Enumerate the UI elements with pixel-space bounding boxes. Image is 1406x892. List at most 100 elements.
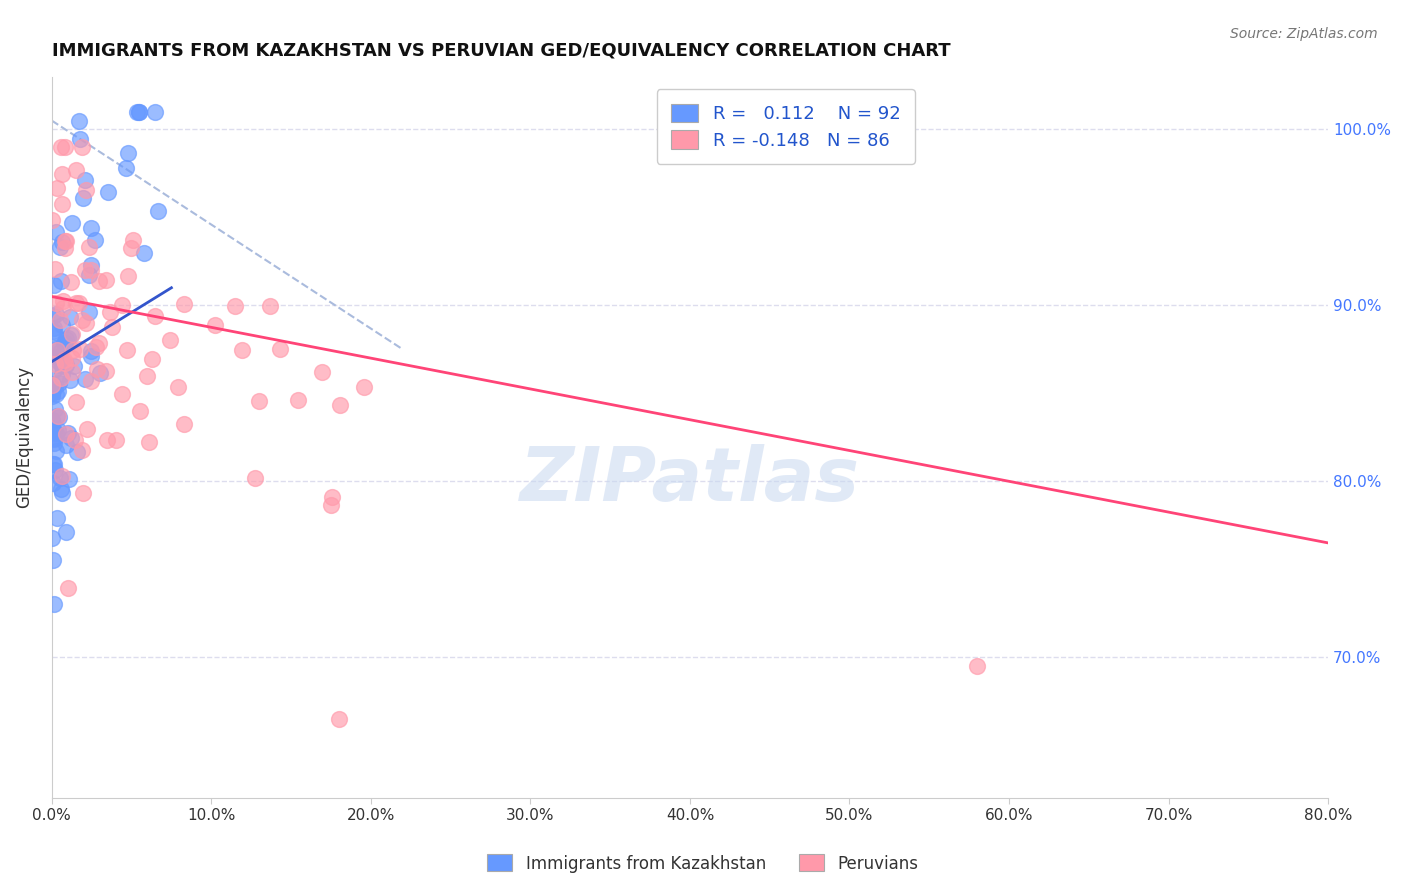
Point [51,197,73,211]
Point [60,365,83,379]
Point [173,297,195,311]
Point [60,216,83,230]
Point [83,233,105,247]
Point [42,425,65,439]
Point [52,336,75,351]
Point [42,475,65,490]
Point [48,409,70,424]
Point [56,582,79,596]
Point [80,375,103,389]
Point [117,268,139,283]
Point [42,457,65,471]
Point [287,392,309,407]
Point [94,273,117,287]
Point [104,433,127,447]
Point [51,368,73,382]
Point [311,365,333,379]
Point [42,458,65,472]
Point [53,353,76,368]
Point [52,293,75,308]
Point [55,438,77,452]
Point [45,386,67,401]
Point [49,471,72,485]
Point [45,225,67,239]
Point [44,463,66,477]
Y-axis label: GED/Equivalency: GED/Equivalency [15,367,32,508]
Point [70,313,93,327]
Point [58,330,80,344]
Point [46,384,69,398]
Point [59,373,82,387]
Point [41,413,63,427]
Point [41,386,63,401]
Point [48,354,70,368]
Point [65,296,87,310]
Point [63,359,86,373]
Point [67,296,90,310]
Point [115,161,138,175]
Point [132,246,155,260]
Point [79,263,101,277]
Point [72,191,94,205]
Point [89,336,111,351]
Point [63,433,86,447]
Point [55,335,77,350]
Point [159,333,181,347]
Point [120,241,142,255]
Point [51,358,73,372]
Point [49,483,72,497]
Point [55,427,77,442]
Point [67,113,90,128]
Point [42,431,65,445]
Point [51,167,73,181]
Point [41,413,63,427]
Point [75,316,97,330]
Text: IMMIGRANTS FROM KAZAKHSTAN VS PERUVIAN GED/EQUIVALENCY CORRELATION CHART: IMMIGRANTS FROM KAZAKHSTAN VS PERUVIAN G… [52,42,950,60]
Point [45,307,67,321]
Point [42,377,65,392]
Point [127,104,149,119]
Point [224,299,246,313]
Point [98,305,121,319]
Point [79,305,101,319]
Point [80,258,103,272]
Point [55,234,77,248]
Point [53,356,76,370]
Point [44,402,66,417]
Point [135,368,157,383]
Point [231,343,253,358]
Point [117,343,139,357]
Point [77,240,100,254]
Legend: Immigrants from Kazakhstan, Peruvians: Immigrants from Kazakhstan, Peruvians [481,847,925,880]
Point [72,486,94,500]
Legend: R =   0.112    N = 92, R = -0.148   N = 86: R = 0.112 N = 92, R = -0.148 N = 86 [657,89,915,164]
Point [145,309,167,323]
Point [46,511,69,525]
Point [53,338,76,352]
Point [60,327,83,342]
Point [97,185,120,199]
Point [51,469,73,483]
Point [243,471,266,485]
Point [46,409,69,424]
Point [45,443,67,458]
Point [73,372,96,386]
Point [121,233,143,247]
Point [51,486,73,500]
Point [51,359,73,374]
Point [45,425,67,440]
Point [41,422,63,436]
Point [41,378,63,392]
Point [69,132,91,146]
Point [173,417,195,431]
Point [65,162,87,177]
Point [66,444,89,458]
Point [70,140,93,154]
Point [328,712,350,726]
Point [58,472,80,486]
Point [65,394,87,409]
Point [44,432,66,446]
Point [44,380,66,394]
Point [45,341,67,355]
Point [96,364,118,378]
